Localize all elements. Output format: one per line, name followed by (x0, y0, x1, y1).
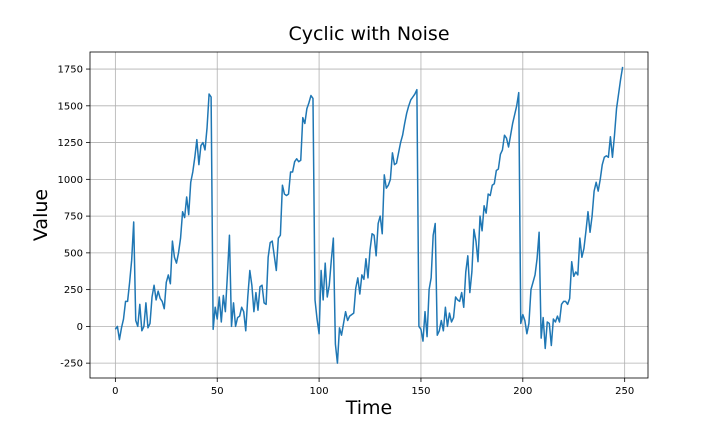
x-tick-label: 250 (615, 386, 634, 397)
data-line (114, 66, 624, 364)
x-tick-label: 200 (513, 386, 532, 397)
y-tick-label: 750 (64, 212, 83, 223)
x-tick-label: 0 (112, 386, 118, 397)
y-tick-label: 1250 (58, 138, 83, 149)
y-tick-label: 0 (77, 322, 83, 333)
x-axis-label: Time (345, 397, 393, 419)
x-tick-label: 100 (310, 386, 329, 397)
y-tick-label: 500 (64, 248, 83, 259)
chart-title: Cyclic with Noise (288, 23, 449, 45)
plot-frame (89, 51, 649, 379)
y-tick-label: 250 (64, 285, 83, 296)
y-tick-label: -250 (60, 359, 83, 370)
x-tick-label: 150 (411, 386, 430, 397)
y-tick-label: 1500 (58, 101, 83, 112)
y-axis-label: Value (30, 189, 52, 241)
x-tick-label: 50 (211, 386, 224, 397)
y-tick-label: 1000 (58, 175, 83, 186)
y-tick-label: 1750 (58, 65, 83, 76)
